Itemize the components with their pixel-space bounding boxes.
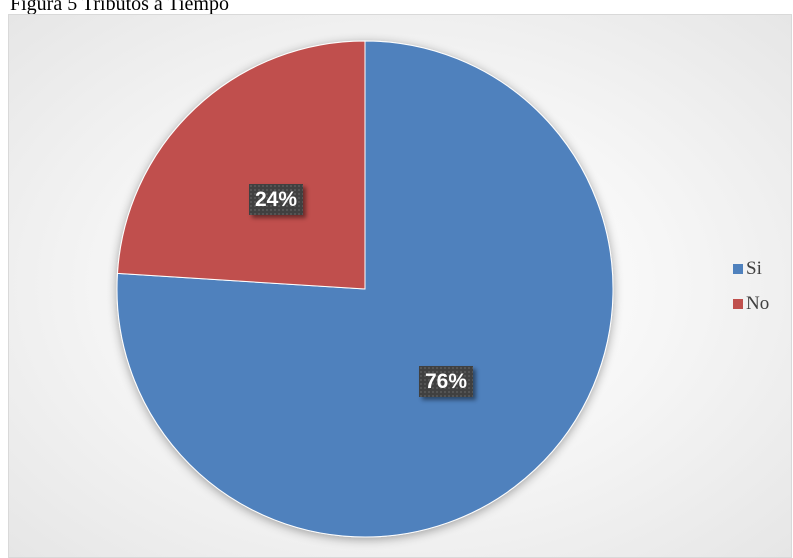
legend-label-si: Si — [746, 258, 762, 279]
pie-slice-no — [116, 40, 366, 290]
legend-label-no: No — [746, 293, 770, 314]
legend-swatch-no — [733, 299, 743, 309]
legend: Si No — [733, 256, 769, 326]
data-label-si: 76% — [419, 366, 474, 397]
legend-swatch-si — [733, 264, 743, 274]
data-label-no: 24% — [249, 184, 304, 215]
figure-caption: Figura 5 Tributos a Tiempo — [10, 0, 229, 15]
legend-item-si: Si — [733, 256, 769, 282]
legend-item-no: No — [733, 291, 769, 317]
